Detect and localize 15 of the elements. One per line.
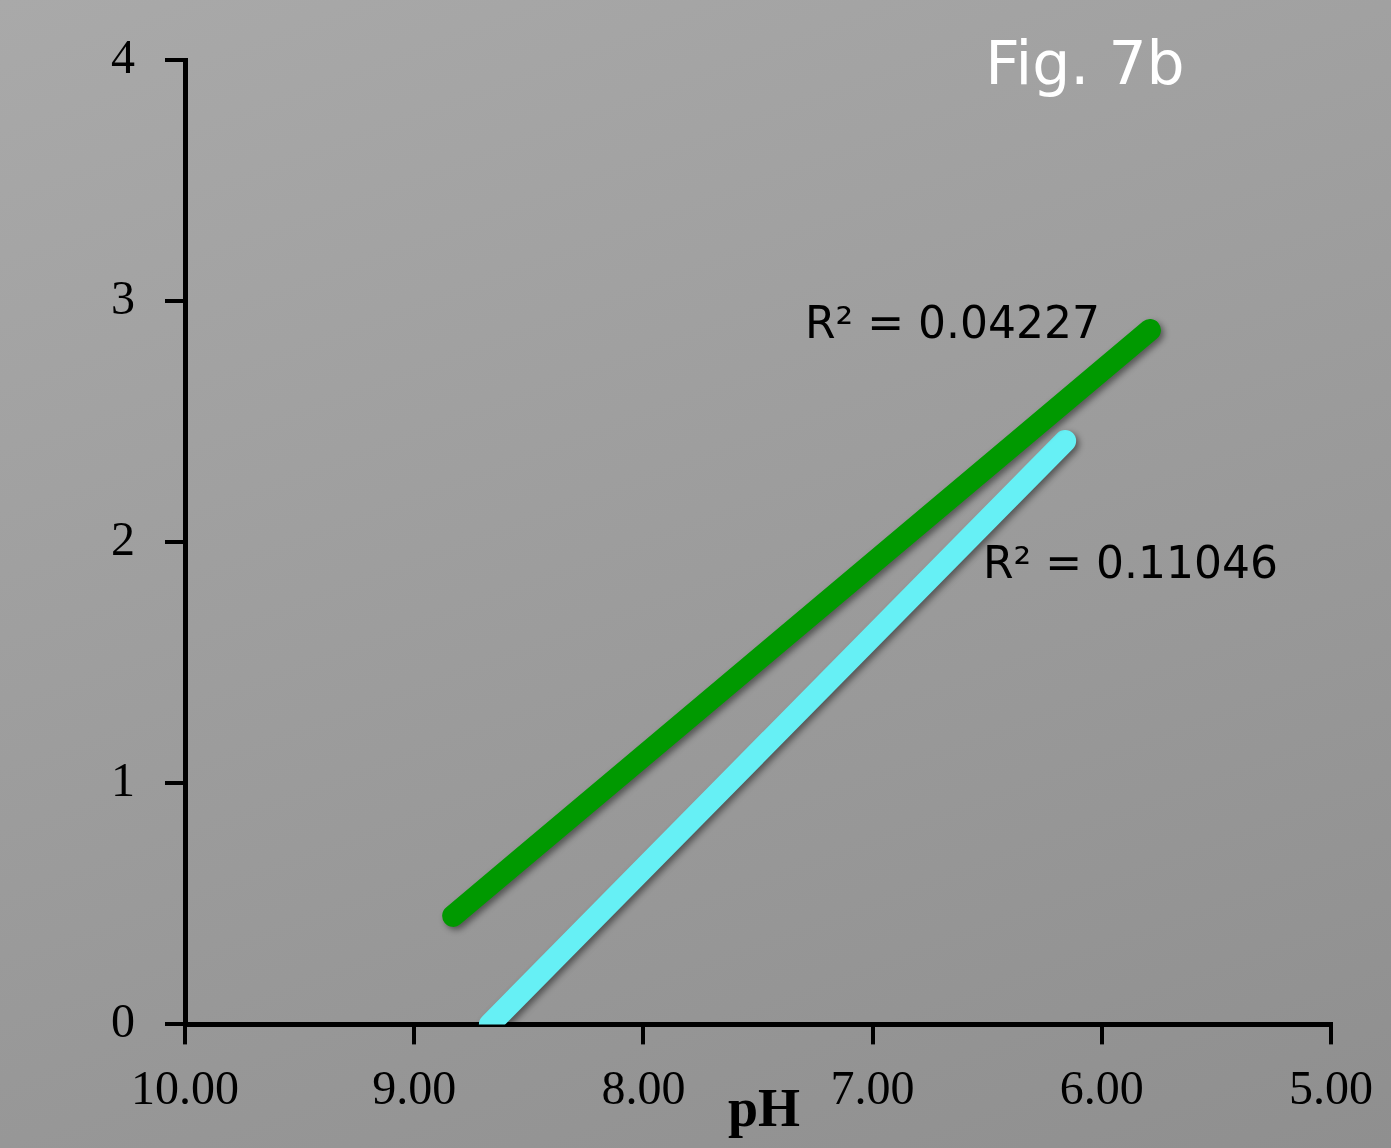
- y-tick-label: 0: [111, 994, 135, 1048]
- y-tick-label: 3: [111, 270, 135, 324]
- annotation: R² = 0.04227: [805, 297, 1101, 349]
- x-axis-title: pH: [727, 1077, 801, 1138]
- y-tick-label: 4: [111, 29, 135, 83]
- x-tick-label: 8.00: [601, 1060, 686, 1114]
- annotation: R² = 0.11046: [983, 537, 1279, 589]
- y-tick-label: 1: [111, 752, 135, 806]
- chart-title: Fig. 7b: [985, 27, 1185, 98]
- x-tick-label: 6.00: [1059, 1060, 1144, 1114]
- x-tick-label: 9.00: [372, 1060, 457, 1114]
- x-tick-label: 5.00: [1289, 1060, 1373, 1114]
- x-tick-label: 10.00: [131, 1060, 239, 1114]
- y-tick-label: 2: [111, 511, 135, 565]
- x-tick-label: 7.00: [830, 1060, 915, 1114]
